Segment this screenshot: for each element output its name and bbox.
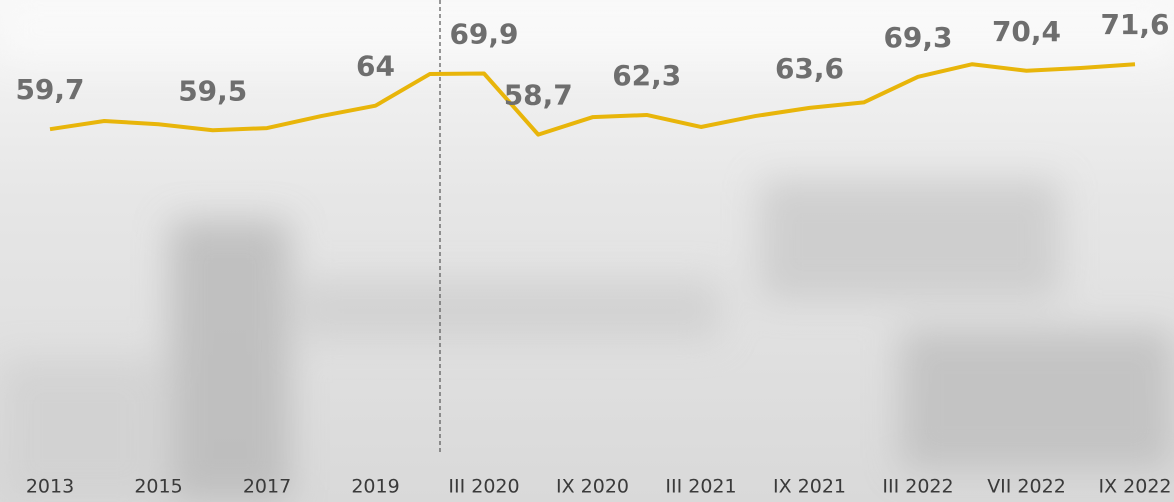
- value-label: 70,4: [992, 15, 1061, 48]
- chart: 2013 59,7 2015 59,5 2017 2019 64 III 2020 69,9 58…: [0, 0, 1174, 502]
- x-tick-label: III 2021: [665, 476, 736, 498]
- x-tick-label: IX 2022: [1098, 476, 1171, 498]
- value-label: 69,3: [883, 21, 952, 54]
- x-tick-label: III 2020: [448, 476, 519, 498]
- value-label: 69,9: [449, 17, 518, 50]
- x-tick-label: 2015: [134, 476, 182, 498]
- value-label: 59,7: [15, 73, 84, 106]
- x-tick-label: VII 2022: [987, 476, 1066, 498]
- x-tick-label: 2019: [351, 476, 399, 498]
- x-tick-label: 2013: [26, 476, 74, 498]
- x-tick-label: IX 2020: [556, 476, 629, 498]
- value-label: 58,7: [504, 79, 573, 112]
- value-label: 63,6: [775, 52, 844, 85]
- value-label: 71,6: [1100, 8, 1169, 41]
- x-tick-label: 2017: [243, 476, 291, 498]
- value-label: 64: [356, 50, 395, 83]
- value-label: 59,5: [178, 74, 247, 107]
- x-tick-label: III 2022: [882, 476, 953, 498]
- x-tick-label: IX 2021: [773, 476, 846, 498]
- background-photo: [0, 0, 1174, 502]
- value-label: 62,3: [612, 59, 681, 92]
